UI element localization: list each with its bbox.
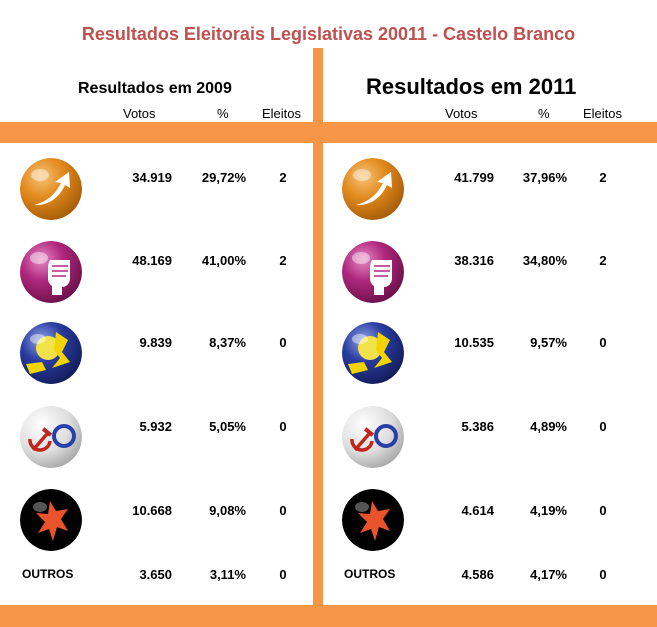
votos-value: 4.614: [461, 503, 494, 518]
pct-value: 4,19%: [530, 503, 567, 518]
col-header-votos: Votos: [123, 106, 156, 121]
pct-value: 4,17%: [530, 567, 567, 582]
eleitos-value: 0: [599, 335, 607, 350]
pct-value: 5,05%: [209, 419, 246, 434]
cdu-hammer-sickle-icon: [342, 406, 404, 468]
pct-value: 4,89%: [530, 419, 567, 434]
row-label-outros: OUTROS: [344, 567, 396, 581]
votos-value: 5.386: [461, 419, 494, 434]
cds-ball-icon: [342, 322, 404, 384]
ps-fist-icon: [342, 241, 404, 303]
pct-value: 34,80%: [522, 253, 567, 268]
pct-value: 8,37%: [209, 335, 246, 350]
be-star-figure-icon: [342, 489, 404, 551]
votos-value: 10.668: [132, 503, 172, 518]
votos-value: 48.169: [132, 253, 172, 268]
votos-value: 5.932: [139, 419, 172, 434]
page-title: Resultados Eleitorais Legislativas 20011…: [81, 24, 576, 44]
pct-value: 9,08%: [209, 503, 246, 518]
votos-value: 10.535: [454, 335, 494, 350]
eleitos-value: 0: [599, 567, 607, 582]
votos-value: 41.799: [454, 170, 494, 185]
pct-value: 9,57%: [530, 335, 567, 350]
col-header-pct: %: [538, 106, 550, 121]
col-header-votos: Votos: [445, 106, 478, 121]
eleitos-value: 0: [599, 419, 607, 434]
panel-heading-2009: Resultados em 2009: [78, 80, 232, 97]
pct-value: 3,11%: [209, 567, 246, 582]
vertical-divider: [313, 48, 323, 608]
pct-value: 37,96%: [522, 170, 567, 185]
psd-arrow-icon: [342, 158, 404, 220]
col-header-pct: %: [217, 106, 229, 121]
psd-arrow-icon: [20, 158, 82, 220]
eleitos-value: 2: [599, 170, 607, 185]
eleitos-value: 2: [279, 170, 287, 185]
eleitos-value: 0: [279, 419, 287, 434]
header-divider: [0, 122, 657, 143]
col-header-eleitos: Eleitos: [262, 106, 302, 121]
eleitos-value: 0: [279, 335, 287, 350]
cds-ball-icon: [20, 322, 82, 384]
ps-fist-icon: [20, 241, 82, 303]
panel-heading-2011: Resultados em 2011: [366, 74, 577, 99]
votos-value: 34.919: [132, 170, 172, 185]
eleitos-value: 0: [279, 567, 287, 582]
cdu-hammer-sickle-icon: [20, 406, 82, 468]
votos-value: 38.316: [454, 253, 494, 268]
col-header-eleitos: Eleitos: [583, 106, 623, 121]
footer-divider: [0, 605, 657, 627]
pct-value: 29,72%: [201, 170, 246, 185]
row-label-outros: OUTROS: [22, 567, 74, 581]
eleitos-value: 0: [279, 503, 287, 518]
eleitos-value: 2: [599, 253, 607, 268]
be-star-figure-icon: [20, 489, 82, 551]
votos-value: 3.650: [139, 567, 172, 582]
pct-value: 41,00%: [201, 253, 246, 268]
eleitos-value: 0: [599, 503, 607, 518]
eleitos-value: 2: [279, 253, 287, 268]
votos-value: 9.839: [139, 335, 172, 350]
votos-value: 4.586: [461, 567, 494, 582]
